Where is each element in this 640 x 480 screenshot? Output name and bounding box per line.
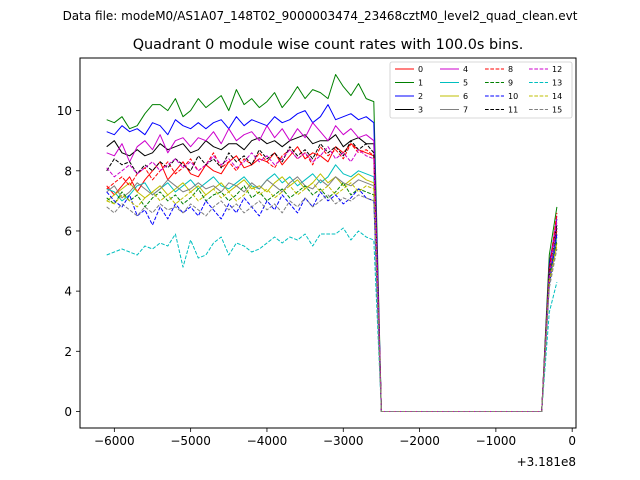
x-tick-label: −3000 (323, 434, 364, 448)
y-tick-label: 10 (57, 104, 72, 118)
legend-label-10: 10 (508, 92, 518, 101)
legend-label-2: 2 (418, 92, 423, 101)
chart-title: Quadrant 0 module wise count rates with … (133, 37, 524, 53)
x-tick-label: −6000 (94, 434, 135, 448)
y-tick-label: 0 (64, 405, 72, 419)
legend-label-7: 7 (463, 106, 468, 115)
y-tick-label: 2 (64, 345, 72, 359)
suptitle: Data file: modeM0/AS1A07_148T02_90000034… (63, 9, 578, 23)
y-tick-label: 4 (64, 285, 72, 299)
series-line-10 (106, 188, 558, 412)
x-tick-label: −4000 (247, 434, 288, 448)
x-axis: −6000 −5000 −4000 −3000 −2000 −1000 0 (94, 428, 576, 448)
legend-label-8: 8 (508, 65, 513, 74)
legend-label-14: 14 (552, 92, 562, 101)
legend-label-13: 13 (552, 79, 562, 88)
legend-label-3: 3 (418, 106, 423, 115)
y-tick-label: 6 (64, 224, 72, 238)
legend-label-15: 15 (552, 106, 562, 115)
legend-label-4: 4 (463, 65, 468, 74)
legend-label-11: 11 (508, 106, 518, 115)
x-tick-label: −1000 (476, 434, 517, 448)
axes-frame (79, 57, 577, 429)
legend-label-12: 12 (552, 65, 562, 74)
x-tick-label: 0 (568, 434, 576, 448)
x-tick-label: −2000 (399, 434, 440, 448)
legend-label-9: 9 (508, 79, 513, 88)
series-line-15 (106, 194, 558, 412)
x-tick-label: −5000 (170, 434, 211, 448)
series-lines (106, 74, 558, 412)
legend-box (389, 61, 573, 119)
y-axis: 0 2 4 6 8 10 (57, 104, 80, 419)
legend-label-1: 1 (418, 79, 423, 88)
legend-label-0: 0 (418, 65, 423, 74)
axes-background (80, 58, 576, 428)
legend-label-6: 6 (463, 92, 468, 101)
y-tick-label: 8 (64, 164, 72, 178)
x-offset-label: +3.181e8 (517, 455, 576, 469)
legend-label-5: 5 (463, 79, 468, 88)
